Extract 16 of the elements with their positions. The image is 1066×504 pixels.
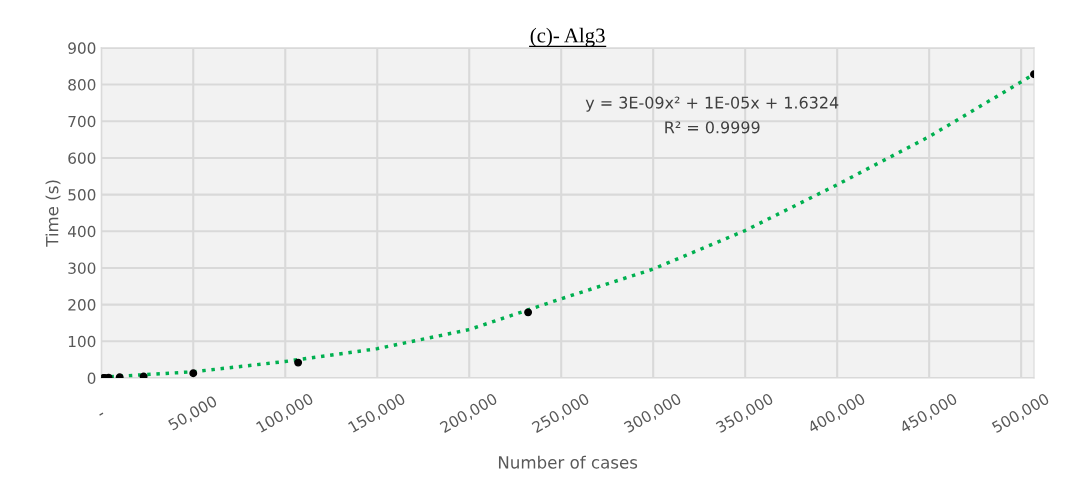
y-tick-label: 500 bbox=[68, 189, 96, 201]
x-tick-label: - bbox=[99, 412, 104, 416]
y-tick-label: 0 bbox=[87, 372, 96, 385]
y-tick-label: 600 bbox=[68, 152, 96, 164]
x-axis-title: Number of cases bbox=[498, 455, 638, 469]
y-tick-label: 100 bbox=[68, 335, 96, 348]
y-tick-label: 900 bbox=[68, 42, 96, 54]
annotation: y = 3E-09x² + 1E-05x + 1.6324 bbox=[585, 96, 839, 112]
y-tick-label: 400 bbox=[67, 225, 96, 238]
y-tick-label: 800 bbox=[68, 79, 96, 91]
y-tick-label: 200 bbox=[68, 299, 96, 311]
y-tick-label: 300 bbox=[68, 262, 96, 274]
y-tick-label: 700 bbox=[68, 115, 96, 128]
chart-title: (c)- Alg3 bbox=[530, 27, 605, 47]
y-axis-title: Time (s) bbox=[45, 180, 61, 247]
annotation: R² = 0.9999 bbox=[665, 121, 760, 134]
